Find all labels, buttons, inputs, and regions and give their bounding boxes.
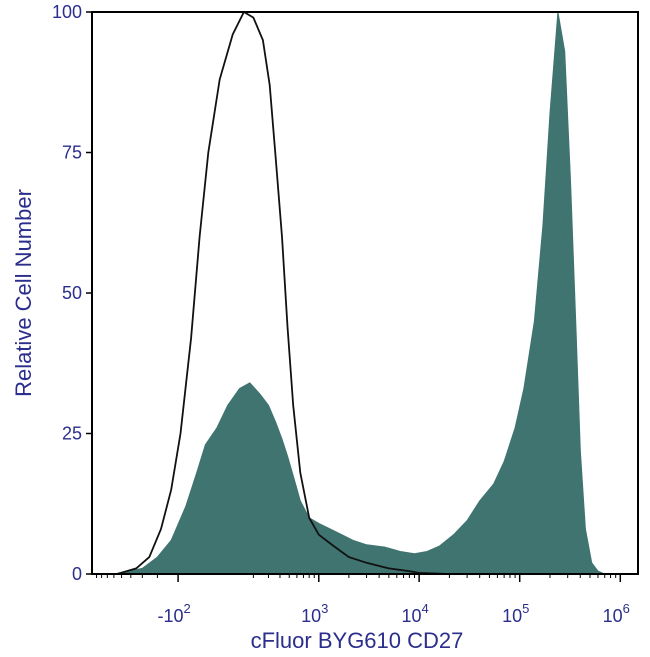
y-tick-label: 75 [62,143,82,163]
filled-series-layer [92,11,638,575]
x-tick-label: 103 [301,601,328,626]
x-axis-label: cFluor BYG610 CD27 [251,628,464,653]
y-axis-ticks: 0 25 50 75 100 [52,2,92,584]
x-tick-label: 104 [401,601,428,626]
y-tick-label: 100 [52,2,82,22]
y-tick-label: 25 [62,424,82,444]
y-tick-label: 50 [62,283,82,303]
y-tick-label: 0 [72,564,82,584]
outline-histogram-line [92,10,638,575]
filled-histogram-area [92,11,638,575]
x-tick-label: 106 [603,601,630,626]
x-tick-label: -102 [157,601,190,626]
outline-series-layer [92,10,638,575]
x-axis-ticks: -102 103 104 105 106 [96,574,630,626]
x-tick-label: 105 [502,601,529,626]
y-axis-label: Relative Cell Number [11,189,36,397]
